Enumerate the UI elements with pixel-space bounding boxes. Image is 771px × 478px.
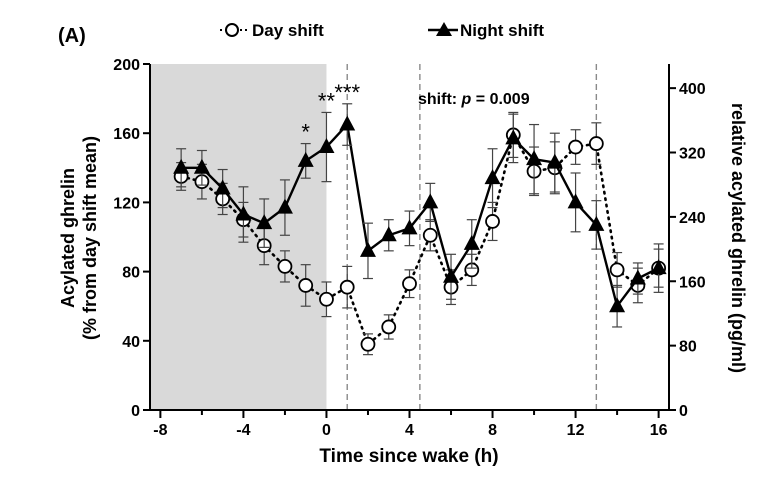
significance-marker-2: *** xyxy=(334,80,360,105)
legend-day-shift: Day shift xyxy=(220,21,324,40)
series-night-shift xyxy=(173,103,667,328)
y-axis-label-line1: Acylated ghrelin xyxy=(58,168,78,308)
right-y-axis-label: relative acylated ghrelin (pg/ml) xyxy=(728,103,748,373)
legend-day-shift-marker xyxy=(225,23,239,37)
significance-marker-1: ** xyxy=(318,88,336,113)
x-tick-label-2: 0 xyxy=(322,422,331,439)
annotation-suffix: = 0.009 xyxy=(471,91,529,108)
series-0-point-12 xyxy=(422,227,438,243)
series-0-point-5 xyxy=(277,259,293,274)
series-0-point-20 xyxy=(588,136,604,151)
y-tick-label-4: 160 xyxy=(113,126,140,143)
series-1-point-21 xyxy=(609,297,626,313)
series-0-point-9 xyxy=(360,336,376,352)
series-0-point-21 xyxy=(609,262,625,278)
series-1-point-10 xyxy=(380,226,397,242)
y-tick-label-3: 120 xyxy=(113,195,140,212)
legend-night-shift: Night shift xyxy=(428,21,544,40)
series-0-point-8 xyxy=(339,279,355,295)
y-tick-label-2: 80 xyxy=(122,265,140,282)
series-1-point-7 xyxy=(318,138,335,154)
annotation-italic: p xyxy=(461,91,472,108)
series-0-point-10 xyxy=(381,319,397,335)
y-axis-label-line2: (% from day shift mean) xyxy=(80,136,100,340)
series-0-point-6 xyxy=(298,278,314,293)
series-1-point-4 xyxy=(256,214,273,230)
x-tick-label-5: 12 xyxy=(567,422,585,439)
series-1-point-19 xyxy=(567,193,584,209)
panel-label: (A) xyxy=(58,25,86,47)
x-axis-label: Time since wake (h) xyxy=(319,446,498,467)
series-1-point-12 xyxy=(422,193,439,209)
series-1-point-6 xyxy=(297,151,314,167)
series-1-point-9 xyxy=(359,241,376,257)
right-y-tick-label-3: 240 xyxy=(679,210,706,227)
x-tick-label-3: 4 xyxy=(405,422,414,439)
right-y-tick-label-5: 400 xyxy=(679,81,706,98)
series-1-point-18 xyxy=(546,153,563,169)
y-tick-label-5: 200 xyxy=(113,57,140,74)
axes: 0 40 80 120 160 200 0 80 160 240 320 400 -8 -4 0 4 8 12 16 xyxy=(113,57,706,439)
series-1-point-15 xyxy=(484,169,501,185)
series-1-point-5 xyxy=(276,198,293,214)
series-1-point-17 xyxy=(526,150,543,166)
shaded-region xyxy=(150,64,327,410)
y-tick-label-1: 40 xyxy=(122,334,140,351)
p-value-annotation: shift: p = 0.009 xyxy=(418,91,530,108)
series-1-point-14 xyxy=(463,234,480,250)
legend-night-shift-label: Night shift xyxy=(460,21,544,40)
annotation-prefix: shift: xyxy=(418,91,462,108)
series-1-point-11 xyxy=(401,219,418,235)
series-1-point-16 xyxy=(505,129,522,145)
series-1-point-2 xyxy=(214,179,231,195)
legend: Day shift Night shift xyxy=(220,21,544,40)
series-0-point-11 xyxy=(402,276,417,292)
series-0-point-15 xyxy=(485,214,500,229)
series-1-point-0 xyxy=(173,158,190,174)
x-tick-label-1: -4 xyxy=(236,422,250,439)
x-tick-label-6: 16 xyxy=(650,422,668,439)
series-1-point-3 xyxy=(235,205,252,221)
significance-marker-0: * xyxy=(301,120,310,145)
series-1-point-1 xyxy=(193,158,210,174)
series-1-point-20 xyxy=(588,215,605,231)
series-0-point-7 xyxy=(319,291,334,307)
right-y-tick-label-2: 160 xyxy=(679,274,706,291)
x-tick-label-0: -8 xyxy=(153,422,167,439)
legend-night-shift-marker xyxy=(436,22,452,36)
series-1-point-13 xyxy=(443,267,460,283)
y-tick-label-0: 0 xyxy=(131,403,140,420)
series-0-point-19 xyxy=(568,139,583,155)
right-y-tick-label-1: 80 xyxy=(679,339,697,356)
right-y-tick-label-4: 320 xyxy=(679,146,706,163)
x-tick-label-4: 8 xyxy=(488,422,497,439)
series-1-point-22 xyxy=(629,269,646,285)
series-1-point-8 xyxy=(339,115,356,131)
significance-markers: *** *** xyxy=(301,80,360,145)
right-y-tick-label-0: 0 xyxy=(679,403,688,420)
legend-day-shift-label: Day shift xyxy=(252,21,324,40)
series-1-point-23 xyxy=(650,259,667,275)
